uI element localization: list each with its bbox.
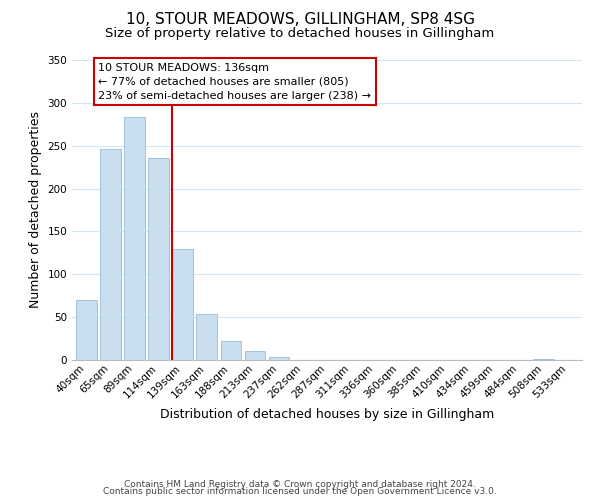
- Text: 10 STOUR MEADOWS: 136sqm
← 77% of detached houses are smaller (805)
23% of semi-: 10 STOUR MEADOWS: 136sqm ← 77% of detach…: [98, 62, 371, 100]
- Bar: [124, 116, 145, 360]
- Bar: [100, 149, 121, 360]
- Bar: [76, 300, 97, 360]
- Text: Size of property relative to detached houses in Gillingham: Size of property relative to detached ho…: [106, 28, 494, 40]
- Bar: [221, 341, 241, 360]
- Text: 10, STOUR MEADOWS, GILLINGHAM, SP8 4SG: 10, STOUR MEADOWS, GILLINGHAM, SP8 4SG: [125, 12, 475, 28]
- Text: Contains public sector information licensed under the Open Government Licence v3: Contains public sector information licen…: [103, 488, 497, 496]
- Bar: [172, 250, 193, 360]
- Bar: [196, 314, 217, 360]
- Bar: [245, 350, 265, 360]
- Y-axis label: Number of detached properties: Number of detached properties: [29, 112, 42, 308]
- Bar: [269, 356, 289, 360]
- Text: Contains HM Land Registry data © Crown copyright and database right 2024.: Contains HM Land Registry data © Crown c…: [124, 480, 476, 489]
- Bar: [533, 359, 554, 360]
- Bar: [148, 158, 169, 360]
- X-axis label: Distribution of detached houses by size in Gillingham: Distribution of detached houses by size …: [160, 408, 494, 421]
